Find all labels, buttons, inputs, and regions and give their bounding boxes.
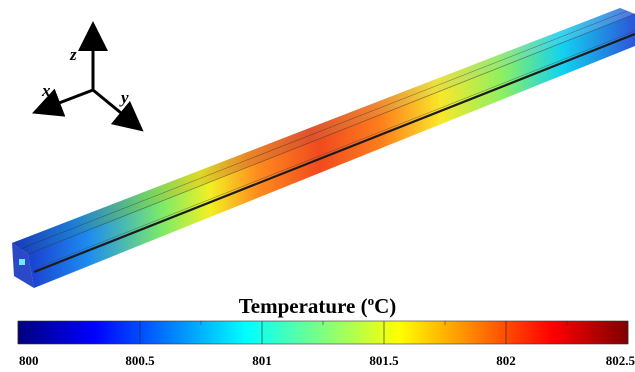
bar-end-face xyxy=(12,243,34,288)
colorbar-tick-label: 801 xyxy=(252,353,272,368)
colorbar-tick-label: 800.5 xyxy=(125,353,155,368)
colorbar-title: Temperature (oC) xyxy=(0,293,635,319)
colorbar-title-suffix: C) xyxy=(374,294,397,318)
x-axis-label: x xyxy=(41,81,51,100)
colorbar-ticks xyxy=(17,321,629,344)
bar-center-channel-edge xyxy=(33,30,635,270)
colorbar-title-prefix: Temperature ( xyxy=(238,294,368,318)
bar-end-channel xyxy=(19,259,25,265)
colorbar-title-degree: o xyxy=(367,293,375,308)
colorbar: 800 800.5 801 801.5 802 802.5 xyxy=(17,320,635,368)
bar-edge-line xyxy=(27,13,635,255)
y-axis-arrow xyxy=(92,88,144,132)
colorbar-tick-label: 802 xyxy=(496,353,516,368)
temperature-bar xyxy=(12,8,635,288)
colorbar-tick-label: 800 xyxy=(19,353,39,368)
colorbar-tick-label: 802.5 xyxy=(606,353,635,368)
z-axis-label: z xyxy=(69,45,77,64)
colorbar-tick-labels: 800 800.5 801 801.5 802 802.5 xyxy=(19,353,635,368)
colorbar-tick-label: 801.5 xyxy=(369,353,399,368)
x-axis-arrow xyxy=(31,88,94,117)
bar-center-channel xyxy=(33,32,635,274)
bar-inner-line xyxy=(19,10,628,250)
y-axis-label: y xyxy=(119,88,129,107)
axes-triad: z x y xyxy=(31,21,144,132)
